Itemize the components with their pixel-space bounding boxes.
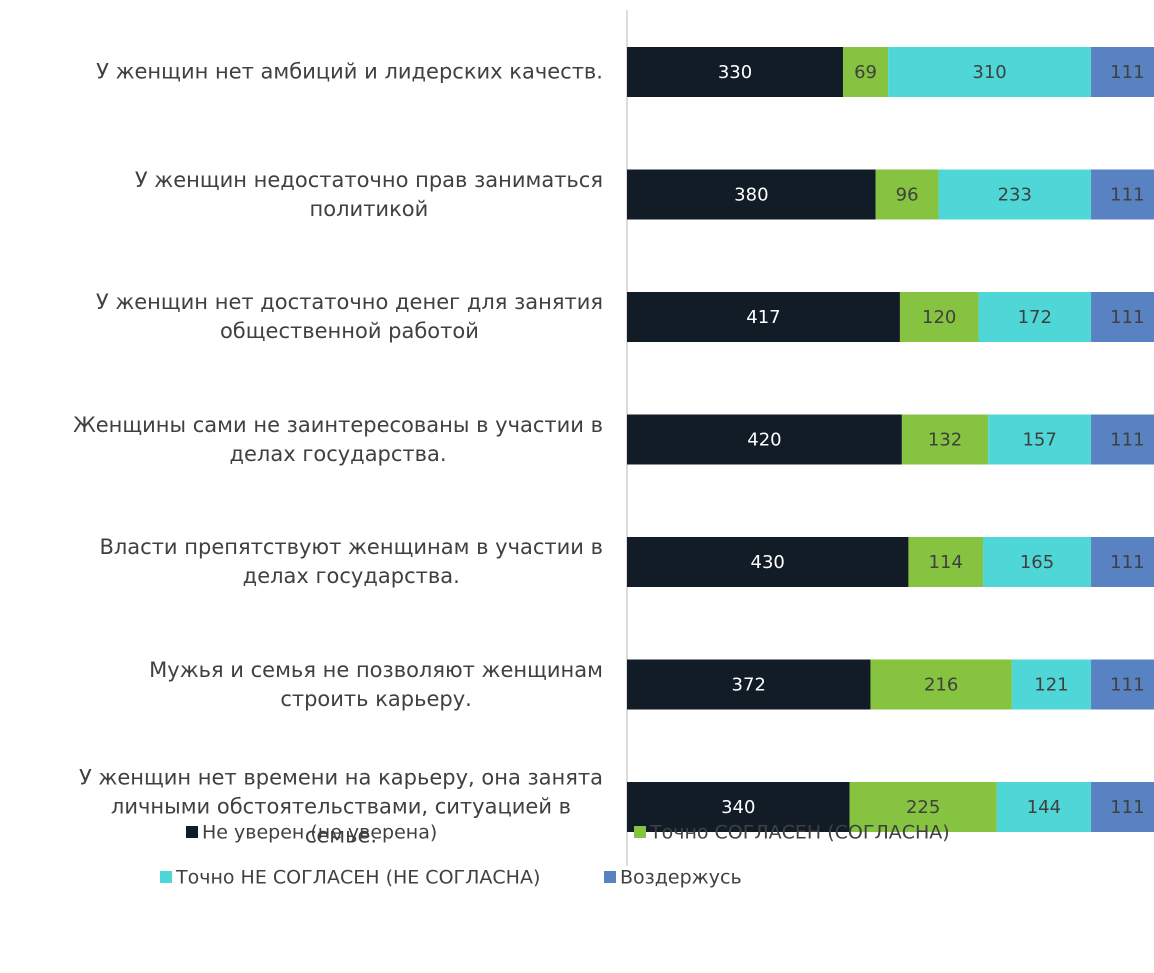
bar-segment (938, 169, 1092, 220)
data-label: 111 (1110, 430, 1144, 451)
bar-segment (983, 537, 1092, 587)
data-label: 233 (998, 185, 1032, 206)
category-label: Женщины сами не заинтересованы в участии… (73, 412, 603, 466)
legend-label: Не уверен (не уверена) (202, 822, 437, 844)
data-label: 132 (928, 430, 962, 451)
data-label: 380 (734, 185, 768, 206)
category-label: У женщин нет времени на карьеру, она зан… (78, 765, 603, 848)
legend-swatch (186, 826, 198, 838)
data-label: 144 (1027, 797, 1061, 818)
data-label: 120 (922, 307, 956, 328)
data-label: 111 (1110, 675, 1144, 696)
bar-segment (627, 782, 850, 832)
data-label: 372 (732, 675, 766, 696)
bar-segment (978, 292, 1092, 342)
legend-label: Точно НЕ СОГЛАСЕН (НЕ СОГЛАСНА) (175, 867, 540, 889)
data-label: 216 (924, 675, 958, 696)
data-label: 111 (1110, 552, 1144, 573)
bar-segment (842, 47, 889, 97)
bar-segment (908, 537, 984, 587)
bar-segment (627, 292, 900, 342)
bar-segment (1091, 782, 1154, 832)
data-label: 111 (1110, 62, 1144, 83)
data-label: 157 (1022, 430, 1056, 451)
data-label: 165 (1020, 552, 1054, 573)
data-label: 225 (906, 797, 940, 818)
category-label: Власти препятствуют женщинам в участии в… (99, 535, 603, 588)
data-label: 310 (972, 62, 1006, 83)
data-label: 340 (721, 797, 755, 818)
category-label: Мужья и семья не позволяют женщинам стро… (149, 657, 603, 711)
legend-label: Воздержусь (620, 867, 742, 889)
bar-segment (996, 782, 1092, 832)
data-label: 111 (1110, 307, 1144, 328)
data-label: 96 (896, 185, 919, 206)
bar-segment (901, 414, 989, 465)
data-label: 430 (751, 552, 785, 573)
bar-segment (875, 169, 939, 220)
data-label: 111 (1110, 185, 1144, 206)
category-label: У женщин нет амбиций и лидерских качеств… (96, 59, 603, 84)
bar-segment (870, 659, 1012, 710)
bar-segment (627, 414, 902, 465)
bar-segment (1091, 537, 1154, 587)
data-label: 111 (1110, 797, 1144, 818)
category-label: У женщин недостаточно прав заниматься по… (134, 167, 603, 221)
bar-segment (888, 47, 1092, 97)
data-label: 417 (746, 307, 780, 328)
bar-segment (849, 782, 997, 832)
bar-segment (627, 659, 871, 710)
bar-segment (899, 292, 979, 342)
bar-segment (627, 537, 909, 587)
legend-label: Точно СОГЛАСЕН (СОГЛАСНА) (649, 822, 950, 844)
bar-segment (1091, 169, 1154, 220)
bar-segment (1091, 659, 1154, 710)
legend-swatch (634, 826, 646, 838)
data-label: 420 (747, 430, 781, 451)
bar-segment (627, 169, 876, 220)
bar-segment (1091, 414, 1154, 465)
bar-segment (1091, 47, 1154, 97)
bar-segment (1011, 659, 1092, 710)
data-label: 330 (718, 62, 752, 83)
data-label: 69 (854, 62, 877, 83)
legend-swatch (604, 871, 616, 883)
data-label: 114 (929, 552, 963, 573)
bar-segment (1091, 292, 1154, 342)
bar-segment (627, 47, 843, 97)
bar-segment (988, 414, 1092, 465)
legend-swatch (160, 871, 172, 883)
data-label: 121 (1034, 675, 1068, 696)
data-label: 172 (1018, 307, 1052, 328)
category-label: У женщин нет достаточно денег для заняти… (95, 290, 603, 343)
